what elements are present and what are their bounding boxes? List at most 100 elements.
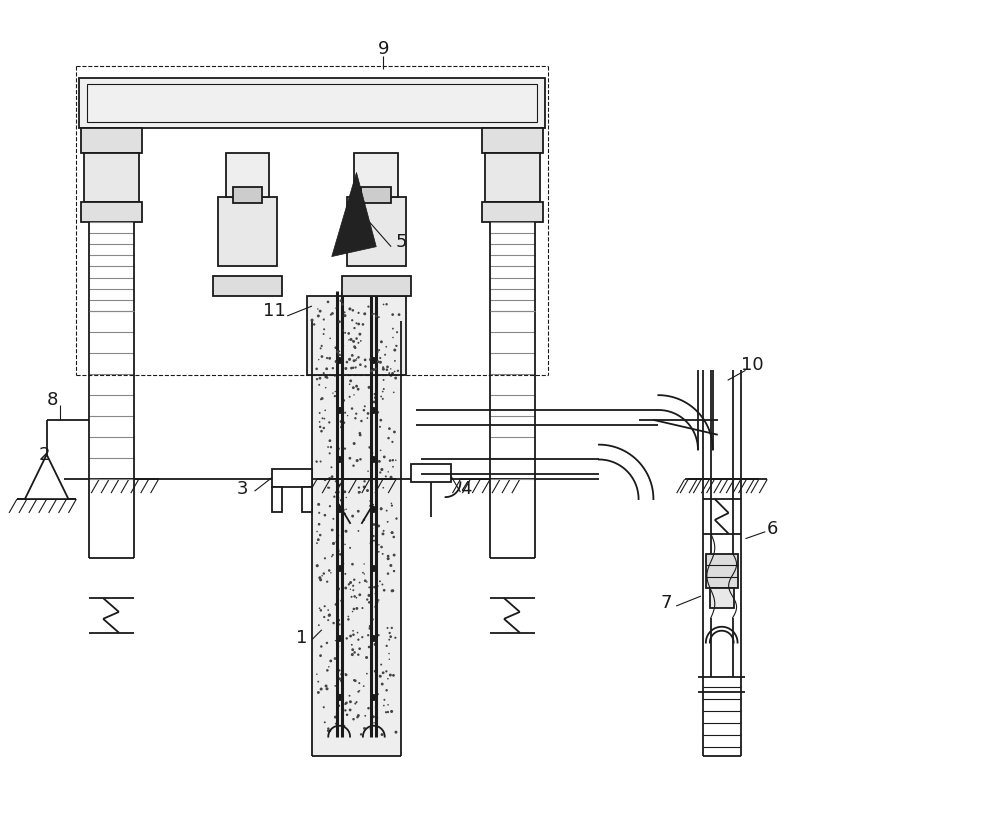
Point	[373, 390, 389, 403]
Point	[312, 407, 328, 420]
Point	[362, 622, 378, 635]
Point	[385, 584, 401, 597]
Point	[332, 348, 348, 362]
Point	[373, 444, 389, 457]
Point	[319, 352, 335, 365]
Bar	[218, 197, 277, 267]
Point	[345, 362, 361, 375]
Point	[320, 295, 336, 308]
Point	[364, 613, 380, 626]
Point	[375, 666, 391, 679]
Point	[323, 461, 339, 474]
Point	[320, 440, 336, 453]
Point	[371, 344, 387, 357]
Point	[319, 362, 335, 375]
Point	[325, 512, 341, 525]
Point	[322, 332, 338, 345]
Point	[382, 668, 398, 681]
Point	[375, 361, 391, 374]
Point	[357, 400, 373, 413]
Point	[347, 341, 363, 354]
Point	[346, 573, 362, 587]
Point	[313, 640, 329, 653]
Point	[317, 552, 333, 565]
Point	[345, 624, 361, 637]
Point	[350, 633, 366, 646]
Point	[309, 456, 325, 469]
Point	[336, 394, 352, 407]
Bar	[482, 202, 543, 222]
Point	[388, 371, 404, 384]
Point	[375, 362, 391, 375]
Point	[363, 505, 379, 518]
Point	[338, 491, 354, 504]
Point	[322, 724, 338, 737]
Point	[352, 642, 368, 655]
Point	[323, 566, 339, 579]
Point	[341, 334, 357, 347]
Point	[335, 654, 351, 667]
Point	[375, 369, 391, 382]
Text: 1: 1	[296, 629, 308, 647]
Point	[316, 701, 332, 714]
Point	[359, 484, 375, 497]
Point	[351, 676, 367, 690]
Point	[386, 425, 402, 438]
Point	[380, 465, 396, 479]
Point	[337, 698, 353, 711]
Bar	[482, 128, 543, 153]
Point	[367, 353, 383, 366]
Point	[337, 538, 353, 551]
Point	[347, 340, 363, 353]
Point	[383, 362, 399, 375]
Point	[346, 321, 362, 335]
Point	[376, 694, 392, 707]
Point	[356, 568, 372, 581]
Point	[337, 568, 353, 581]
Point	[324, 307, 340, 320]
Point	[382, 627, 398, 640]
Point	[348, 353, 364, 366]
Bar	[226, 153, 269, 197]
Point	[312, 571, 328, 584]
Point	[333, 294, 349, 308]
Point	[348, 317, 364, 330]
Point	[328, 302, 344, 315]
Point	[383, 497, 399, 510]
Point	[309, 525, 325, 538]
Point	[346, 389, 362, 402]
Point	[361, 581, 377, 594]
Point	[373, 414, 389, 427]
Point	[345, 584, 361, 597]
Point	[317, 404, 333, 417]
Point	[332, 548, 348, 561]
Point	[366, 504, 382, 517]
Point	[360, 465, 376, 478]
Point	[350, 505, 366, 518]
Point	[341, 578, 357, 591]
Point	[345, 381, 361, 394]
Point	[356, 513, 372, 526]
Point	[377, 348, 393, 362]
Point	[322, 447, 338, 460]
Point	[344, 638, 360, 651]
Point	[359, 593, 375, 606]
Point	[359, 411, 375, 425]
Point	[350, 524, 366, 537]
Point	[330, 545, 346, 558]
Point	[313, 604, 329, 617]
Point	[387, 344, 403, 357]
Point	[384, 526, 400, 539]
Point	[380, 567, 396, 580]
Point	[330, 646, 346, 659]
Point	[371, 546, 387, 559]
Point	[387, 365, 403, 378]
Point	[327, 370, 343, 383]
Point	[352, 358, 368, 371]
Point	[317, 600, 333, 613]
Point	[379, 298, 395, 311]
Point	[309, 455, 325, 468]
Point	[366, 581, 382, 594]
Point	[328, 341, 344, 354]
Point	[350, 709, 366, 722]
